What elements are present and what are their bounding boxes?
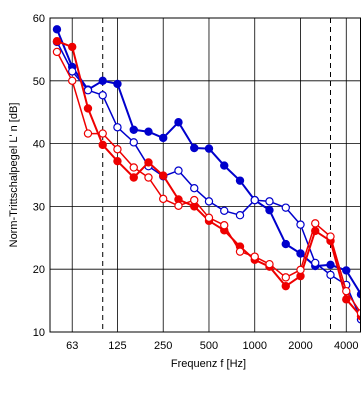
data-point xyxy=(129,173,138,182)
y-tick-label: 50 xyxy=(33,76,45,88)
data-point xyxy=(190,143,199,153)
data-point xyxy=(52,37,62,46)
data-point xyxy=(296,249,305,258)
x-tick-label: 2000 xyxy=(288,340,312,352)
data-point xyxy=(296,220,305,229)
data-point xyxy=(281,273,290,282)
data-point xyxy=(144,127,153,136)
data-point xyxy=(159,171,168,180)
data-point xyxy=(326,232,335,241)
data-point xyxy=(98,76,107,86)
data-point xyxy=(190,195,199,205)
y-tick-label: 30 xyxy=(33,201,45,213)
x-tick-label: 63 xyxy=(66,340,78,352)
data-point xyxy=(98,129,107,138)
data-point xyxy=(204,144,214,153)
data-point xyxy=(204,197,214,206)
data-point xyxy=(311,219,320,228)
data-point xyxy=(144,158,153,167)
data-point xyxy=(174,118,183,127)
data-point xyxy=(113,123,122,132)
reference-lines xyxy=(102,18,331,332)
x-tick-label: 500 xyxy=(200,340,218,352)
data-point xyxy=(311,258,320,268)
data-point xyxy=(68,67,77,76)
data-point xyxy=(326,270,335,280)
data-point xyxy=(129,138,138,147)
data-point xyxy=(235,176,245,185)
data-point xyxy=(326,260,335,270)
data-point xyxy=(113,145,122,154)
data-point xyxy=(342,266,351,275)
data-point xyxy=(235,210,245,220)
data-point xyxy=(98,91,107,100)
data-point xyxy=(220,221,229,230)
data-point xyxy=(342,286,351,296)
y-axis-label: Norm-Trittschalpegel L' n [dB] xyxy=(8,103,20,248)
data-point xyxy=(250,195,259,205)
data-point xyxy=(342,295,351,304)
data-point xyxy=(52,25,62,34)
y-tick-label: 60 xyxy=(33,13,45,25)
y-tick-label: 10 xyxy=(33,327,45,339)
data-point xyxy=(83,86,93,95)
x-tick-labels: 63 125 250 500 1000 2000 4000 xyxy=(66,340,358,352)
series-2 xyxy=(52,37,361,324)
data-point xyxy=(235,247,245,256)
x-tick-label: 250 xyxy=(154,340,172,352)
grid xyxy=(50,17,361,333)
data-point xyxy=(220,206,229,215)
data-point xyxy=(52,47,62,57)
data-point xyxy=(129,125,138,134)
series-4 xyxy=(52,47,361,318)
x-axis-label: Frequenz f [Hz] xyxy=(171,358,246,370)
data-point xyxy=(281,281,290,291)
data-point xyxy=(265,205,274,215)
series-1 xyxy=(52,25,361,299)
data-point xyxy=(68,42,77,52)
data-point xyxy=(281,239,290,249)
data-point xyxy=(265,197,274,206)
x-tick-label: 4000 xyxy=(334,340,358,352)
series-3 xyxy=(52,37,361,321)
data-point xyxy=(281,203,290,212)
data-point xyxy=(250,252,259,261)
data-point xyxy=(159,133,168,143)
data-point xyxy=(113,156,122,166)
data-point xyxy=(83,104,93,113)
data-point xyxy=(265,259,274,269)
data-point xyxy=(98,140,107,150)
data-point xyxy=(159,194,168,204)
data-point xyxy=(220,161,229,170)
y-tick-labels: 10 20 30 40 50 60 xyxy=(33,13,45,339)
data-point xyxy=(83,129,93,138)
y-tick-label: 40 xyxy=(33,139,45,151)
data-point xyxy=(174,201,183,210)
data-point xyxy=(174,166,183,175)
series-group xyxy=(52,25,361,324)
data-point xyxy=(296,265,305,275)
y-tick-label: 20 xyxy=(33,264,45,276)
x-tick-label: 125 xyxy=(108,340,126,352)
x-tick-label: 1000 xyxy=(242,340,266,352)
data-point xyxy=(190,183,199,193)
data-point xyxy=(129,163,138,172)
data-point xyxy=(204,213,214,222)
plot-frame xyxy=(49,17,361,333)
data-point xyxy=(144,173,153,182)
data-point xyxy=(68,76,77,86)
data-point xyxy=(113,79,122,89)
